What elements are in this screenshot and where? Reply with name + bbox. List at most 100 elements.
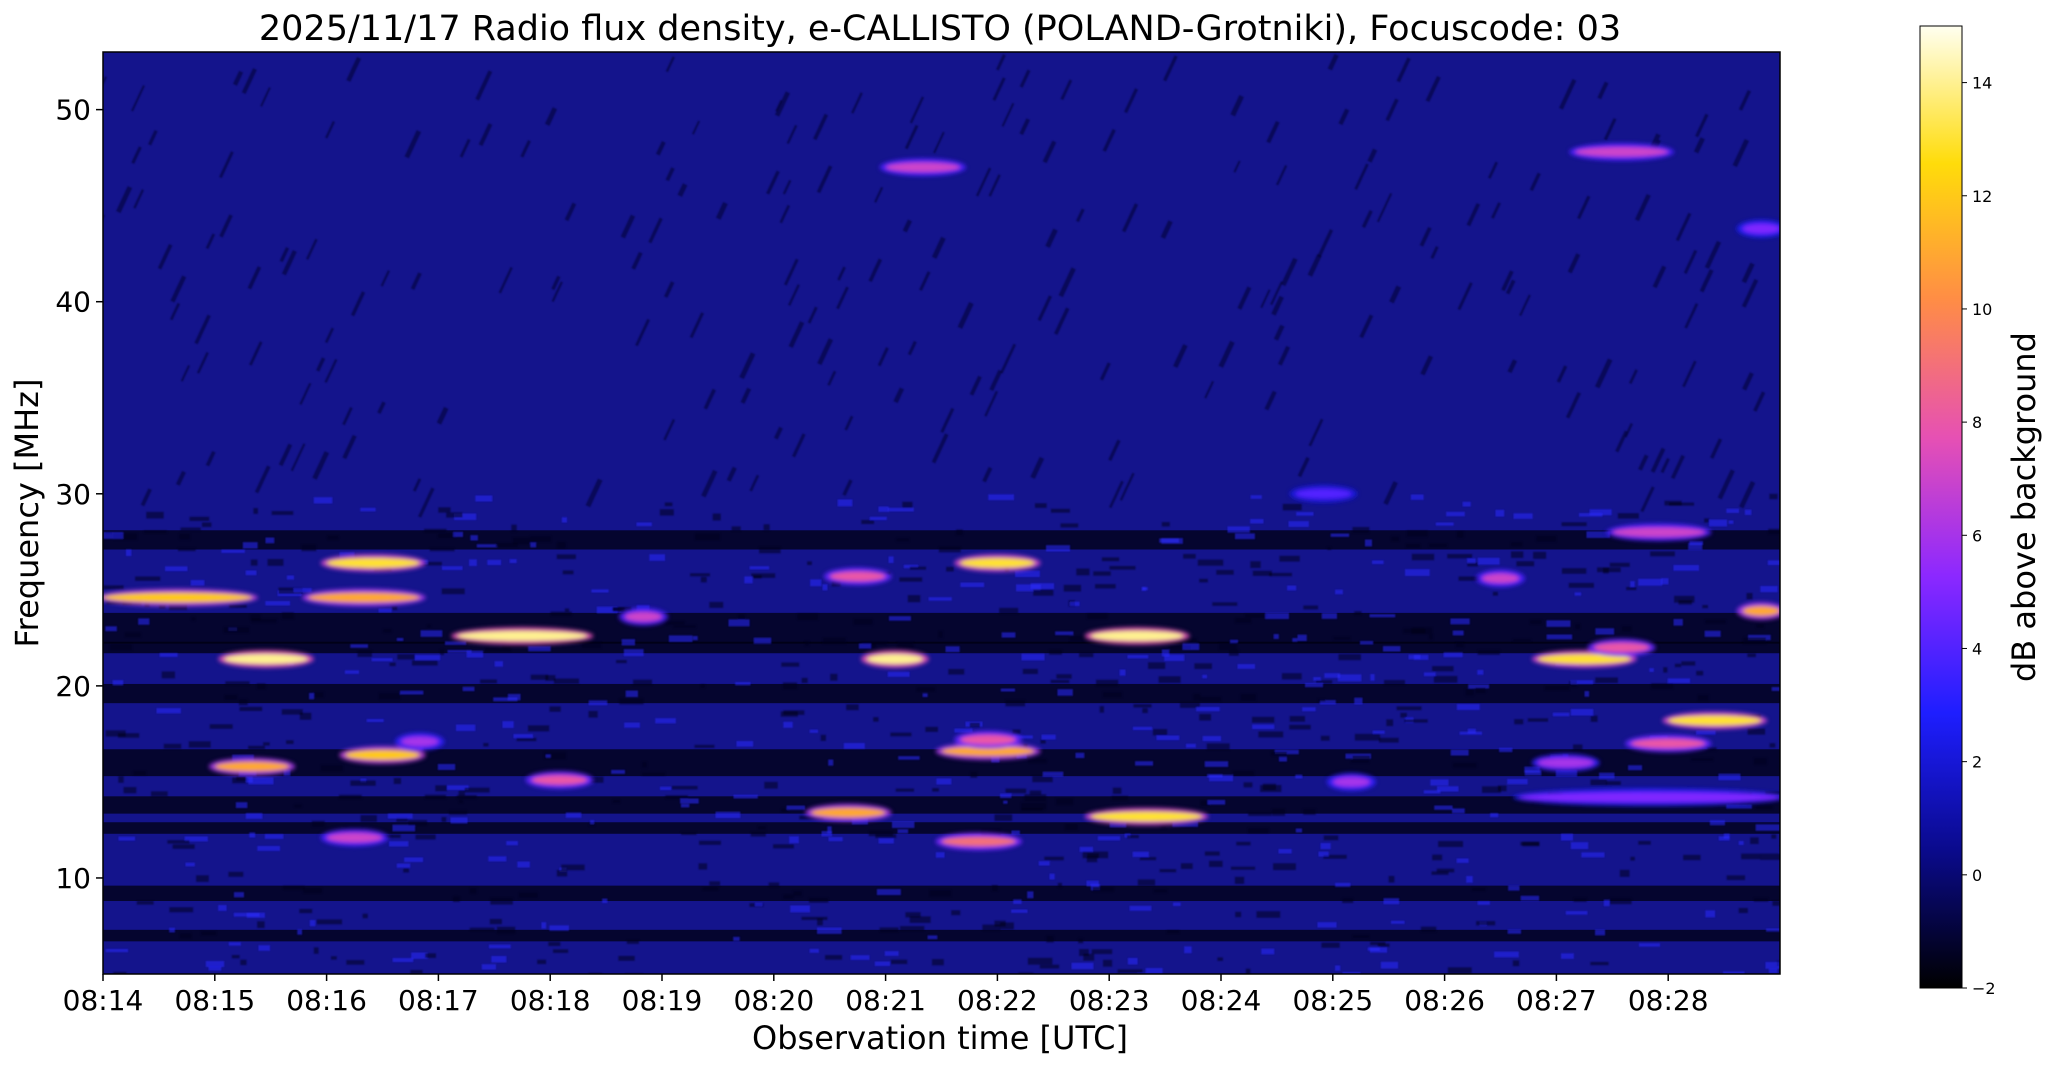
texture-streak (680, 803, 690, 808)
burst-mark (829, 571, 886, 582)
texture-streak (992, 77, 1006, 101)
texture-streak (453, 531, 463, 537)
texture-streak (1323, 835, 1339, 841)
texture-streak (260, 87, 271, 107)
y-tick-label: 20 (55, 670, 91, 703)
texture-streak (1202, 736, 1222, 741)
texture-streak (596, 606, 618, 614)
texture-streak (837, 499, 853, 507)
texture-streak (1042, 771, 1064, 777)
texture-streak (1707, 747, 1717, 751)
texture-streak (788, 321, 805, 348)
texture-streak (817, 338, 833, 366)
texture-streak (133, 189, 144, 209)
texture-streak (1185, 743, 1196, 748)
texture-streak (602, 898, 608, 904)
texture-streak (257, 845, 280, 851)
texture-streak (439, 649, 445, 656)
texture-streak (1172, 821, 1199, 827)
texture-streak (1318, 851, 1329, 857)
texture-streak (898, 756, 920, 760)
texture-streak (1650, 447, 1666, 473)
texture-streak (342, 434, 357, 460)
texture-streak (436, 406, 449, 425)
texture-streak (781, 808, 789, 813)
texture-streak (1432, 854, 1443, 861)
texture-streak (1410, 494, 1424, 500)
texture-streak (159, 653, 178, 657)
texture-streak (478, 123, 493, 147)
texture-streak (843, 743, 865, 749)
texture-streak (248, 745, 265, 750)
texture-streak (1621, 625, 1632, 632)
texture-streak (371, 658, 393, 662)
texture-streak (813, 113, 829, 141)
texture-streak (935, 852, 945, 858)
texture-streak (1271, 295, 1284, 316)
texture-streak (1386, 719, 1394, 727)
texture-streak (1108, 439, 1121, 461)
texture-streak (550, 611, 572, 616)
texture-streak (435, 785, 448, 792)
texture-streak (1462, 501, 1471, 507)
texture-streak (190, 580, 205, 586)
texture-streak (458, 790, 465, 797)
texture-streak (459, 138, 471, 158)
texture-streak (636, 522, 652, 527)
texture-streak (817, 918, 823, 926)
texture-streak (299, 382, 312, 405)
texture-streak (933, 131, 945, 154)
texture-streak (902, 501, 913, 509)
texture-streak (313, 497, 333, 504)
burst-mark (941, 746, 1035, 757)
texture-streak (530, 542, 537, 548)
texture-streak (896, 538, 910, 542)
texture-streak (426, 624, 432, 628)
texture-streak (1577, 195, 1591, 220)
texture-streak (159, 604, 166, 609)
texture-streak (1076, 208, 1085, 223)
texture-streak (1269, 572, 1292, 577)
texture-streak (887, 507, 914, 512)
texture-streak (1327, 53, 1339, 71)
texture-streak (1148, 662, 1166, 669)
texture-streak (1173, 344, 1188, 368)
texture-streak (346, 57, 362, 82)
texture-streak (1295, 828, 1303, 833)
texture-streak (399, 690, 424, 695)
texture-streak (450, 817, 468, 824)
texture-streak (1321, 613, 1337, 619)
texture-streak (1561, 522, 1587, 527)
texture-streak (1237, 664, 1256, 669)
texture-streak (169, 302, 181, 321)
texture-streak (313, 947, 319, 954)
texture-streak (1603, 118, 1617, 141)
texture-streak (1354, 697, 1363, 705)
texture-streak (447, 785, 469, 790)
texture-streak (1744, 509, 1752, 515)
texture-streak (649, 554, 666, 561)
texture-streak (903, 564, 919, 569)
texture-streak (528, 725, 550, 732)
texture-streak (821, 831, 833, 837)
texture-streak (229, 604, 247, 608)
texture-streak (351, 291, 366, 317)
texture-streak (786, 124, 798, 145)
texture-streak (1456, 858, 1469, 863)
texture-streak (1755, 824, 1780, 831)
texture-streak (994, 920, 1006, 927)
texture-streak (1476, 921, 1496, 926)
texture-streak (1377, 943, 1390, 947)
texture-streak (254, 465, 271, 494)
texture-streak (1041, 734, 1056, 740)
texture-streak (1350, 759, 1370, 763)
texture-streak (424, 794, 446, 799)
dark-band (103, 796, 1780, 814)
texture-streak (822, 584, 828, 591)
texture-streak (196, 352, 209, 374)
texture-streak (774, 426, 783, 440)
texture-streak (1768, 968, 1778, 974)
texture-streak (1471, 887, 1486, 891)
texture-streak (1166, 930, 1180, 934)
texture-streak (1369, 614, 1396, 618)
